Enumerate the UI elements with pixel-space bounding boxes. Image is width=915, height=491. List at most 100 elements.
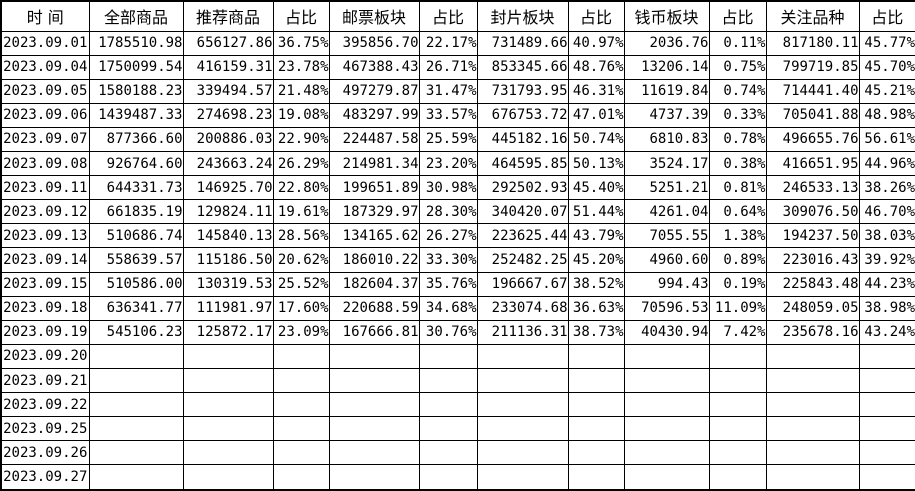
value-cell[interactable] — [567, 440, 625, 466]
date-cell[interactable]: 2023.09.21 — [0, 368, 90, 394]
header-cell-watched-varieties[interactable]: 关注品种 — [765, 0, 860, 32]
date-cell[interactable]: 2023.09.12 — [0, 199, 90, 225]
percent-cell[interactable]: 497279.87 — [328, 78, 420, 104]
percent-cell[interactable]: 182604.37 — [328, 271, 420, 297]
value-cell[interactable]: 28.30% — [418, 199, 478, 225]
percent-cell[interactable]: 243663.24 — [182, 151, 274, 177]
value-cell[interactable]: 7.42% — [708, 319, 767, 345]
percent-cell[interactable]: 111981.97 — [182, 295, 274, 321]
value-cell[interactable] — [88, 368, 184, 394]
date-cell[interactable]: 2023.09.01 — [0, 30, 90, 56]
percent-cell[interactable] — [182, 464, 274, 491]
percent-cell[interactable]: 4737.39 — [623, 102, 710, 128]
percent-cell[interactable]: 167666.81 — [328, 319, 420, 345]
value-cell[interactable]: 31.47% — [418, 78, 478, 104]
percent-cell[interactable]: 274698.23 — [182, 102, 274, 128]
value-cell[interactable]: 1.38% — [708, 223, 767, 249]
value-cell[interactable] — [858, 464, 915, 491]
percent-cell[interactable]: 146925.70 — [182, 175, 274, 201]
value-cell[interactable]: 510586.00 — [88, 271, 184, 297]
value-cell[interactable]: 0.75% — [708, 54, 767, 80]
value-cell[interactable] — [567, 464, 625, 491]
percent-cell[interactable]: 340420.07 — [476, 199, 569, 225]
value-cell[interactable]: 0.19% — [708, 271, 767, 297]
percent-cell[interactable] — [476, 464, 569, 491]
value-cell[interactable] — [272, 392, 330, 418]
value-cell[interactable]: 28.56% — [272, 223, 330, 249]
value-cell[interactable] — [418, 392, 478, 418]
percent-cell[interactable] — [328, 343, 420, 370]
percent-cell[interactable]: 676753.72 — [476, 102, 569, 128]
percent-cell[interactable]: 4960.60 — [623, 247, 710, 273]
percent-cell[interactable]: 705041.88 — [765, 102, 860, 128]
percent-cell[interactable]: 200886.03 — [182, 126, 274, 153]
value-cell[interactable]: 50.74% — [567, 126, 625, 153]
header-cell-ratio-5[interactable]: 占比 — [858, 0, 915, 32]
percent-cell[interactable] — [328, 416, 420, 442]
value-cell[interactable]: 22.90% — [272, 126, 330, 153]
percent-cell[interactable]: 853345.66 — [476, 54, 569, 80]
percent-cell[interactable] — [623, 416, 710, 442]
percent-cell[interactable]: 799719.85 — [765, 54, 860, 80]
value-cell[interactable]: 510686.74 — [88, 223, 184, 249]
percent-cell[interactable]: 13206.14 — [623, 54, 710, 80]
percent-cell[interactable] — [623, 343, 710, 370]
value-cell[interactable]: 0.78% — [708, 126, 767, 153]
value-cell[interactable]: 51.44% — [567, 199, 625, 225]
value-cell[interactable]: 38.52% — [567, 271, 625, 297]
percent-cell[interactable]: 115186.50 — [182, 247, 274, 273]
value-cell[interactable] — [418, 343, 478, 370]
date-cell[interactable]: 2023.09.27 — [0, 464, 90, 491]
percent-cell[interactable] — [182, 343, 274, 370]
value-cell[interactable]: 38.03% — [858, 223, 915, 249]
date-cell[interactable]: 2023.09.05 — [0, 78, 90, 104]
percent-cell[interactable] — [765, 416, 860, 442]
value-cell[interactable]: 46.31% — [567, 78, 625, 104]
value-cell[interactable] — [418, 464, 478, 491]
value-cell[interactable]: 558639.57 — [88, 247, 184, 273]
header-cell-coin-sector[interactable]: 钱币板块 — [623, 0, 710, 32]
value-cell[interactable] — [418, 440, 478, 466]
value-cell[interactable]: 36.63% — [567, 295, 625, 321]
percent-cell[interactable]: 994.43 — [623, 271, 710, 297]
value-cell[interactable]: 47.01% — [567, 102, 625, 128]
percent-cell[interactable]: 225843.48 — [765, 271, 860, 297]
value-cell[interactable]: 43.79% — [567, 223, 625, 249]
percent-cell[interactable]: 5251.21 — [623, 175, 710, 201]
percent-cell[interactable]: 187329.97 — [328, 199, 420, 225]
percent-cell[interactable]: 496655.76 — [765, 126, 860, 153]
percent-cell[interactable]: 199651.89 — [328, 175, 420, 201]
value-cell[interactable]: 0.89% — [708, 247, 767, 273]
percent-cell[interactable]: 223016.43 — [765, 247, 860, 273]
value-cell[interactable]: 33.30% — [418, 247, 478, 273]
value-cell[interactable]: 0.33% — [708, 102, 767, 128]
percent-cell[interactable]: 395856.70 — [328, 30, 420, 56]
percent-cell[interactable]: 196667.67 — [476, 271, 569, 297]
value-cell[interactable]: 30.98% — [418, 175, 478, 201]
value-cell[interactable] — [567, 343, 625, 370]
value-cell[interactable] — [858, 368, 915, 394]
value-cell[interactable]: 45.70% — [858, 54, 915, 80]
value-cell[interactable]: 23.09% — [272, 319, 330, 345]
percent-cell[interactable] — [623, 392, 710, 418]
header-cell-ratio-4[interactable]: 占比 — [708, 0, 767, 32]
value-cell[interactable] — [708, 440, 767, 466]
value-cell[interactable]: 38.98% — [858, 295, 915, 321]
value-cell[interactable]: 45.40% — [567, 175, 625, 201]
value-cell[interactable]: 35.76% — [418, 271, 478, 297]
value-cell[interactable] — [567, 392, 625, 418]
value-cell[interactable] — [708, 464, 767, 491]
value-cell[interactable]: 26.29% — [272, 151, 330, 177]
value-cell[interactable]: 44.23% — [858, 271, 915, 297]
value-cell[interactable]: 26.27% — [418, 223, 478, 249]
value-cell[interactable] — [88, 464, 184, 491]
value-cell[interactable] — [567, 416, 625, 442]
percent-cell[interactable]: 252482.25 — [476, 247, 569, 273]
percent-cell[interactable]: 248059.05 — [765, 295, 860, 321]
value-cell[interactable] — [858, 343, 915, 370]
value-cell[interactable] — [272, 440, 330, 466]
value-cell[interactable]: 36.75% — [272, 30, 330, 56]
value-cell[interactable]: 1439487.33 — [88, 102, 184, 128]
value-cell[interactable] — [708, 368, 767, 394]
percent-cell[interactable]: 129824.11 — [182, 199, 274, 225]
